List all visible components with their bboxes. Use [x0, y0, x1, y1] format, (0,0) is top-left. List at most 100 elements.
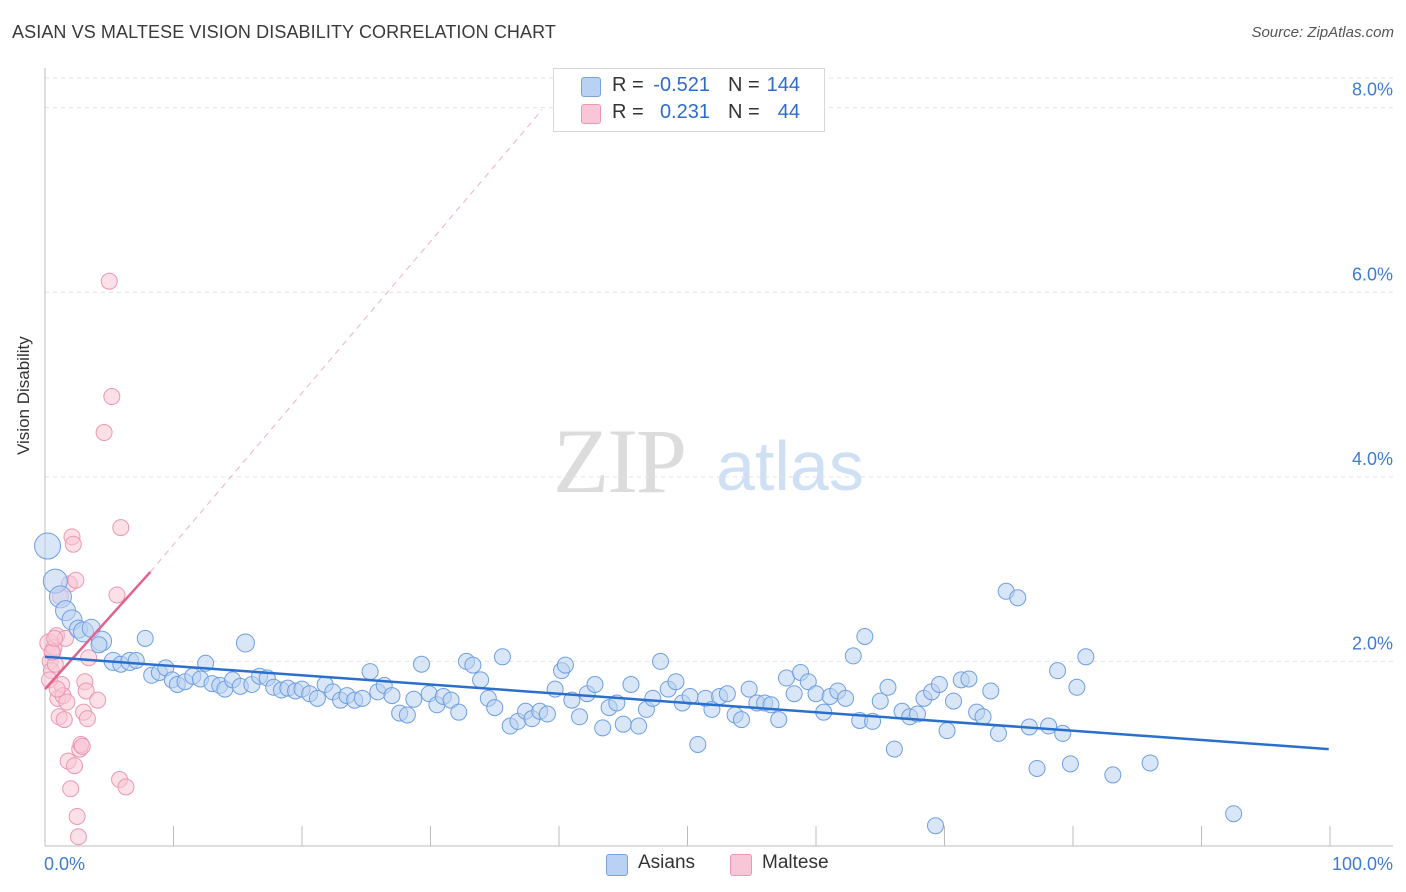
asian-point [652, 652, 670, 670]
x-tick-label-max: 100.0% [1332, 854, 1393, 874]
maltese-point [73, 737, 91, 755]
asian-point [844, 647, 862, 665]
asian-point [486, 699, 504, 717]
asian-point [1049, 662, 1067, 680]
maltese-point [69, 828, 87, 846]
y-tick-label: 6.0% [1352, 264, 1393, 284]
maltese-point [112, 519, 130, 537]
maltese-trend-extension [149, 109, 543, 573]
asian-point [556, 656, 574, 674]
legend-n-label: N = [728, 101, 760, 123]
legend-r-value: -0.521 [653, 74, 710, 96]
asian-point [837, 689, 855, 707]
asian-point [127, 651, 145, 669]
legend-r-label: R = [612, 74, 644, 96]
legend-r-label: R = [612, 101, 644, 123]
maltese-point [64, 535, 82, 553]
axes [44, 68, 1393, 847]
asian-point [1068, 678, 1086, 696]
trend-lines [44, 109, 1329, 751]
asian-point [493, 648, 511, 666]
asian-point [34, 532, 62, 560]
asian-point [982, 682, 1000, 700]
maltese-point [100, 272, 118, 290]
asian-point [413, 655, 431, 673]
asian-trend-line [44, 655, 1329, 751]
asian-point [594, 719, 612, 737]
asian-point [856, 628, 874, 646]
asian-point [1225, 805, 1243, 823]
asian-point [777, 669, 795, 687]
asian-point [622, 675, 640, 693]
maltese-points [39, 272, 135, 846]
asian-point [398, 706, 416, 724]
asian-point [785, 685, 803, 703]
x-tick-label-min: 0.0% [44, 854, 85, 874]
asian-point [538, 705, 556, 723]
watermark-zip: ZIP [553, 410, 685, 512]
maltese-point [78, 710, 96, 728]
asian-point [1028, 759, 1046, 777]
maltese-point [67, 571, 85, 589]
legend-r-value: 0.231 [659, 101, 710, 123]
asian-point [353, 689, 371, 707]
asian-point [1104, 766, 1122, 784]
maltese-point [46, 629, 64, 647]
maltese-trend-line [44, 571, 152, 690]
asian-point [944, 692, 962, 710]
watermark: ZIP atlas [553, 410, 864, 512]
asian-point [472, 671, 490, 689]
asian-point [960, 670, 978, 688]
legend-swatch-maltese [581, 104, 601, 124]
legend-n-value: 44 [777, 101, 800, 123]
asian-point [383, 687, 401, 705]
asian-point [630, 717, 648, 735]
asian-point [740, 680, 758, 698]
maltese-point [77, 682, 95, 700]
maltese-point [66, 757, 84, 775]
y-axis-label: Vision Disability [14, 336, 33, 455]
legend-n-label: N = [728, 74, 760, 96]
y-tick-label: 2.0% [1352, 633, 1393, 653]
maltese-point [95, 424, 113, 442]
legend-swatch-asians [581, 77, 601, 97]
asian-point [1054, 724, 1072, 742]
asian-point [361, 663, 379, 681]
maltese-point [89, 691, 107, 709]
source-label: Source: ZipAtlas.com [1251, 24, 1394, 41]
asian-point [885, 740, 903, 758]
asian-point [871, 692, 889, 710]
asian-point [1077, 648, 1095, 666]
watermark-atlas: atlas [716, 427, 864, 505]
y-tick-label: 4.0% [1352, 449, 1393, 469]
bottom-legend-swatch-maltese [730, 854, 752, 876]
asian-point [464, 656, 482, 674]
asian-point [571, 708, 589, 726]
asian-point [1009, 589, 1027, 607]
asian-point [732, 711, 750, 729]
y-tick-labels: 2.0% 4.0% 6.0% 8.0% [1352, 80, 1393, 654]
asian-point [90, 636, 108, 654]
asian-point [586, 675, 604, 693]
maltese-point [55, 711, 73, 729]
asian-point [927, 817, 945, 835]
asian-point [974, 708, 992, 726]
asian-point [405, 690, 423, 708]
bottom-legend-label-maltese: Maltese [762, 852, 829, 873]
asian-point [442, 691, 460, 709]
asian-point [450, 703, 468, 721]
asian-point [930, 675, 948, 693]
maltese-point [103, 388, 121, 406]
asian-point [1040, 717, 1058, 735]
asian-point [989, 724, 1007, 742]
bottom-legend-label-asians: Asians [638, 852, 696, 873]
maltese-point [58, 693, 76, 711]
maltese-point [62, 780, 80, 798]
asian-point [614, 715, 632, 733]
asian-point [136, 629, 154, 647]
maltese-point [48, 680, 66, 698]
chart-title: ASIAN VS MALTESE VISION DISABILITY CORRE… [12, 22, 556, 42]
asian-point [308, 689, 326, 707]
maltese-point [80, 649, 98, 667]
